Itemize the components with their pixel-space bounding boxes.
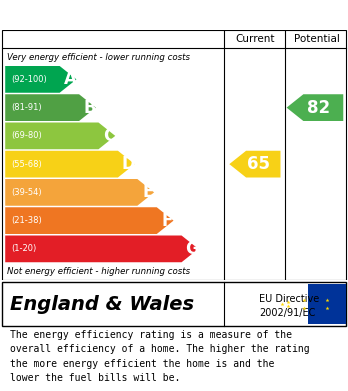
Polygon shape: [5, 122, 115, 149]
Text: (92-100): (92-100): [11, 75, 47, 84]
Text: E: E: [143, 183, 154, 201]
Text: G: G: [185, 240, 199, 258]
Text: Potential: Potential: [294, 34, 340, 44]
Text: (55-68): (55-68): [11, 160, 42, 169]
Polygon shape: [5, 179, 154, 206]
Text: EU Directive: EU Directive: [259, 294, 319, 304]
Text: 2002/91/EC: 2002/91/EC: [259, 308, 315, 317]
Text: The energy efficiency rating is a measure of the
overall efficiency of a home. T: The energy efficiency rating is a measur…: [10, 330, 310, 383]
Polygon shape: [5, 235, 198, 262]
Text: (69-80): (69-80): [11, 131, 42, 140]
Text: D: D: [122, 155, 136, 173]
Text: Current: Current: [235, 34, 275, 44]
Text: C: C: [103, 127, 116, 145]
Polygon shape: [5, 151, 135, 178]
Text: (81-91): (81-91): [11, 103, 42, 112]
Text: (21-38): (21-38): [11, 216, 42, 225]
Text: Very energy efficient - lower running costs: Very energy efficient - lower running co…: [7, 52, 190, 61]
Text: (1-20): (1-20): [11, 244, 37, 253]
Polygon shape: [229, 151, 280, 178]
Bar: [308, 283, 346, 325]
Text: F: F: [162, 212, 173, 230]
Polygon shape: [5, 94, 96, 121]
Text: 65: 65: [247, 155, 270, 173]
Text: (39-54): (39-54): [11, 188, 42, 197]
Polygon shape: [5, 207, 174, 234]
Text: 82: 82: [307, 99, 330, 117]
Text: Not energy efficient - higher running costs: Not energy efficient - higher running co…: [7, 267, 190, 276]
Text: England & Wales: England & Wales: [10, 294, 195, 314]
Polygon shape: [5, 66, 77, 93]
Text: B: B: [84, 99, 96, 117]
Polygon shape: [287, 94, 343, 121]
Text: Energy Efficiency Rating: Energy Efficiency Rating: [10, 6, 239, 24]
Text: A: A: [64, 70, 77, 88]
